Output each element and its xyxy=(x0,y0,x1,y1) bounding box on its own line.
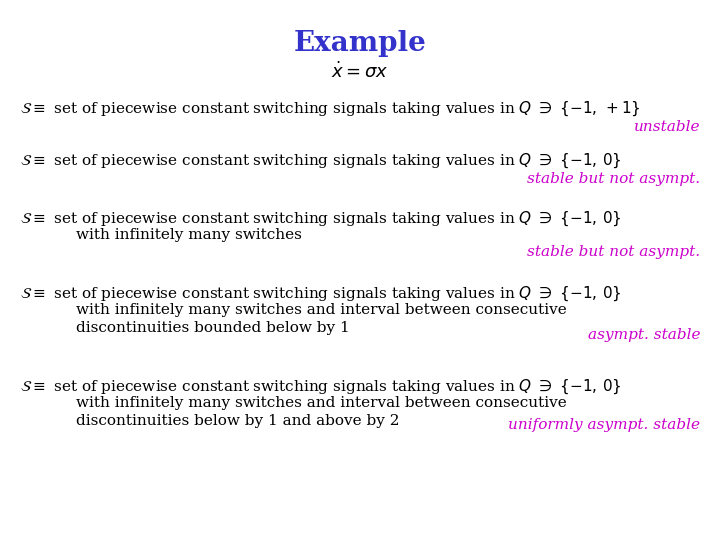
Text: discontinuities bounded below by 1: discontinuities bounded below by 1 xyxy=(76,321,349,335)
Text: asympt. stable: asympt. stable xyxy=(588,328,700,342)
Text: $\mathcal{S} \equiv$ set of piecewise constant switching signals taking values i: $\mathcal{S} \equiv$ set of piecewise co… xyxy=(20,210,622,228)
Text: stable but not asympt.: stable but not asympt. xyxy=(527,172,700,186)
Text: $\mathcal{S} \equiv$ set of piecewise constant switching signals taking values i: $\mathcal{S} \equiv$ set of piecewise co… xyxy=(20,285,622,303)
Text: with infinitely many switches: with infinitely many switches xyxy=(76,228,302,242)
Text: discontinuities below by 1 and above by 2: discontinuities below by 1 and above by … xyxy=(76,414,399,428)
Text: with infinitely many switches and interval between consecutive: with infinitely many switches and interv… xyxy=(76,303,567,317)
Text: Example: Example xyxy=(294,30,426,57)
Text: uniformly asympt. stable: uniformly asympt. stable xyxy=(508,418,700,432)
Text: stable but not asympt.: stable but not asympt. xyxy=(527,245,700,259)
Text: $\mathcal{S} \equiv$ set of piecewise constant switching signals taking values i: $\mathcal{S} \equiv$ set of piecewise co… xyxy=(20,100,641,118)
Text: $\mathcal{S} \equiv$ set of piecewise constant switching signals taking values i: $\mathcal{S} \equiv$ set of piecewise co… xyxy=(20,378,622,396)
Text: $\mathcal{S} \equiv$ set of piecewise constant switching signals taking values i: $\mathcal{S} \equiv$ set of piecewise co… xyxy=(20,152,622,171)
Text: unstable: unstable xyxy=(634,120,700,134)
Text: $\dot{x} = \sigma x$: $\dot{x} = \sigma x$ xyxy=(331,62,389,82)
Text: with infinitely many switches and interval between consecutive: with infinitely many switches and interv… xyxy=(76,396,567,410)
